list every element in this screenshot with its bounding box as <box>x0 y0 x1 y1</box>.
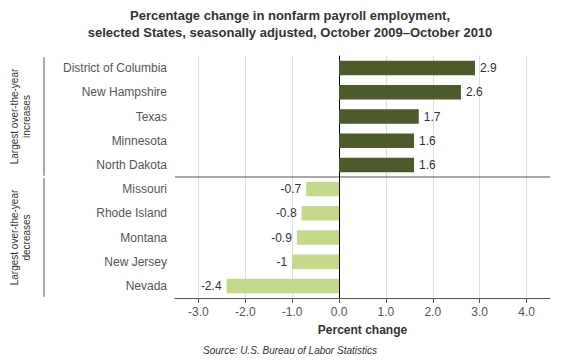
svg-text:-2.4: -2.4 <box>201 279 222 293</box>
svg-text:4.0: 4.0 <box>518 305 535 319</box>
svg-text:Minnesota: Minnesota <box>112 134 168 148</box>
svg-text:increases: increases <box>21 95 32 138</box>
svg-text:1.6: 1.6 <box>419 158 436 172</box>
svg-text:decreases: decreases <box>21 214 32 260</box>
svg-text:Missouri: Missouri <box>122 182 167 196</box>
svg-text:1.7: 1.7 <box>424 110 441 124</box>
svg-text:New Hampshire: New Hampshire <box>82 85 168 99</box>
svg-text:Nevada: Nevada <box>126 279 168 293</box>
svg-text:-2.0: -2.0 <box>235 305 256 319</box>
svg-text:Largest over-the-year: Largest over-the-year <box>9 189 20 285</box>
svg-text:Source: U.S. Bureau of Labor S: Source: U.S. Bureau of Labor Statistics <box>203 345 377 356</box>
svg-text:District of Columbia: District of Columbia <box>63 61 167 75</box>
svg-text:0.0: 0.0 <box>331 305 348 319</box>
svg-text:2.9: 2.9 <box>480 61 497 75</box>
svg-text:Percentage change in nonfarm p: Percentage change in nonfarm payroll emp… <box>130 8 450 23</box>
svg-text:-3.0: -3.0 <box>188 305 209 319</box>
svg-text:2.0: 2.0 <box>424 305 441 319</box>
svg-text:-0.8: -0.8 <box>276 206 297 220</box>
svg-text:1.0: 1.0 <box>378 305 395 319</box>
svg-text:North Dakota: North Dakota <box>96 158 167 172</box>
svg-text:Rhode Island: Rhode Island <box>96 206 167 220</box>
svg-text:3.0: 3.0 <box>471 305 488 319</box>
svg-text:Texas: Texas <box>136 110 167 124</box>
svg-text:-0.9: -0.9 <box>271 231 292 245</box>
svg-text:Percent change: Percent change <box>318 323 408 337</box>
svg-text:selected States, seasonally ad: selected States, seasonally adjusted, Oc… <box>88 25 493 40</box>
svg-text:-1: -1 <box>277 255 288 269</box>
svg-text:1.6: 1.6 <box>419 134 436 148</box>
svg-text:Largest over-the-year: Largest over-the-year <box>9 68 20 164</box>
svg-text:Montana: Montana <box>120 231 167 245</box>
svg-text:-1.0: -1.0 <box>282 305 303 319</box>
svg-text:2.6: 2.6 <box>466 85 483 99</box>
svg-text:New Jersey: New Jersey <box>104 255 167 269</box>
svg-text:-0.7: -0.7 <box>281 182 302 196</box>
